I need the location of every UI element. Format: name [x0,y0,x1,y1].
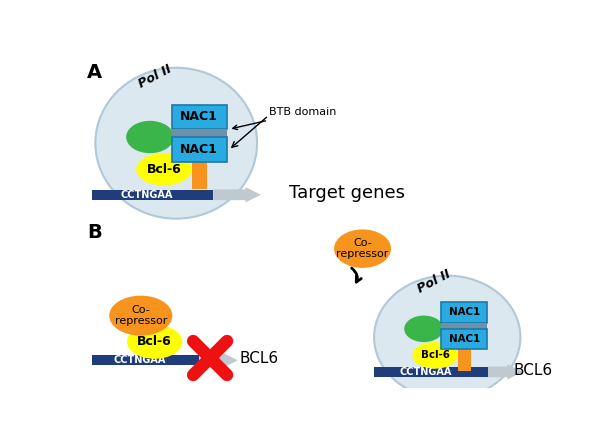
Ellipse shape [374,276,521,399]
FancyArrow shape [199,353,238,368]
Text: CCTNGAA: CCTNGAA [120,190,172,200]
Text: A: A [87,63,102,82]
Ellipse shape [136,153,192,186]
Ellipse shape [109,296,172,336]
Text: Co-
repressor: Co- repressor [336,238,389,259]
Ellipse shape [127,325,182,359]
Text: Target genes: Target genes [289,184,406,202]
FancyBboxPatch shape [91,355,199,365]
FancyArrow shape [488,364,523,380]
FancyBboxPatch shape [442,323,487,329]
FancyBboxPatch shape [172,105,227,129]
Text: Bcl-6: Bcl-6 [421,351,449,360]
FancyBboxPatch shape [91,190,213,200]
Text: Pol II: Pol II [136,62,174,91]
FancyBboxPatch shape [442,329,487,349]
Text: CCTNGAA: CCTNGAA [399,367,451,377]
FancyBboxPatch shape [374,367,488,377]
FancyBboxPatch shape [442,302,487,323]
Text: NAC1: NAC1 [180,110,218,123]
Text: BCL6: BCL6 [239,351,278,366]
Text: NAC1: NAC1 [180,143,218,156]
FancyArrow shape [213,187,261,202]
Text: CCTNGAA: CCTNGAA [114,355,166,365]
Text: Bcl-6: Bcl-6 [147,163,181,176]
Text: B: B [87,223,102,242]
Ellipse shape [334,229,391,268]
FancyBboxPatch shape [458,349,471,371]
Text: BCL6: BCL6 [513,363,552,378]
Text: NAC1: NAC1 [449,307,480,317]
Ellipse shape [126,121,174,153]
FancyBboxPatch shape [192,162,207,189]
Text: BTB domain: BTB domain [233,107,336,129]
Ellipse shape [412,342,458,368]
Text: Pol II: Pol II [415,267,452,296]
FancyBboxPatch shape [172,129,227,137]
Text: Bcl-6: Bcl-6 [137,335,172,348]
Text: NAC1: NAC1 [449,334,480,344]
Ellipse shape [404,316,443,342]
Ellipse shape [96,68,257,218]
Text: Co-
repressor: Co- repressor [114,305,167,327]
FancyBboxPatch shape [172,137,227,162]
